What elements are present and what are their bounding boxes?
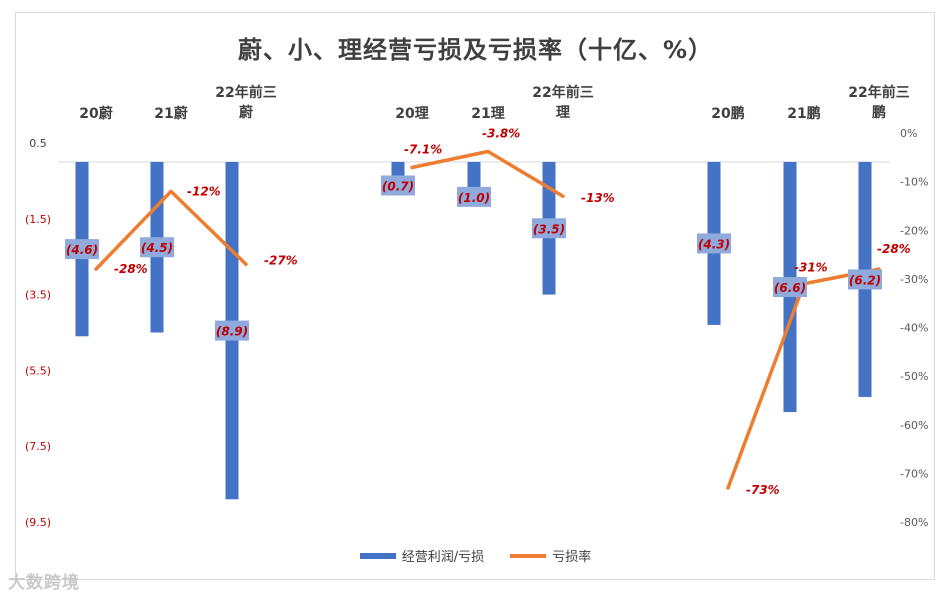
y-left-tick-label: (9.5) [25, 516, 51, 529]
y-left-tick-label: (7.5) [25, 440, 51, 453]
line-data-label: -28% [877, 242, 911, 256]
y-right-tick-label: -80% [900, 516, 928, 529]
bar-data-label-box [65, 239, 99, 260]
y-right-tick-label: -30% [900, 273, 928, 286]
bar-data-label-box [773, 277, 807, 298]
bar-data-label: (3.5) [533, 222, 565, 236]
line-data-label: -3.8% [482, 126, 520, 140]
y-left-tick-label: (5.5) [25, 364, 51, 377]
bar-data-label: (4.6) [66, 243, 98, 257]
chart-legend: 经营利润/亏损 亏损率 [0, 546, 951, 565]
category-label: 21理 [471, 106, 504, 122]
category-label: 21蔚 [154, 105, 187, 122]
category-label: 22年前三 [532, 84, 593, 101]
legend-swatch-line [510, 553, 547, 558]
bar-data-label-box [215, 320, 249, 341]
y-left-tick-label: (3.5) [25, 289, 51, 302]
line-data-label: -28% [114, 262, 148, 276]
category-label: 21鹏 [787, 105, 820, 122]
bar-data-label-box [697, 233, 731, 254]
y-right-tick-label: -60% [900, 419, 928, 432]
bar-data-label-box [532, 218, 566, 239]
category-label: 22年前三 [848, 84, 909, 101]
legend-item-line: 亏损率 [510, 546, 591, 565]
loss-rate-line [726, 267, 881, 490]
bar-data-label: (1.0) [458, 191, 490, 205]
bar-data-label: (4.5) [141, 241, 173, 255]
bar-data-label: (0.7) [382, 179, 414, 193]
line-data-label: -12% [187, 184, 221, 198]
category-label: 20鹏 [711, 105, 744, 122]
y-left-tick-label: 0.5 [29, 137, 47, 150]
y-right-tick-label: -20% [900, 224, 928, 237]
y-right-tick-label: -10% [900, 176, 928, 189]
bar-data-label-box [457, 186, 491, 207]
legend-label-line: 亏损率 [552, 550, 592, 565]
loss-rate-line [410, 149, 565, 198]
bar-data-label: (8.9) [216, 325, 248, 339]
watermark-logo: 大数跨境 [8, 573, 80, 593]
line-data-label: -7.1% [404, 143, 442, 157]
category-label: 22年前三 [215, 84, 276, 101]
line-data-label: -13% [581, 191, 615, 205]
bar-data-label-box [140, 237, 174, 258]
y-right-tick-label: -50% [900, 370, 928, 383]
category-label: 理 [556, 105, 570, 121]
y-right-tick-label: 0% [900, 127, 917, 140]
bar-data-label-box [381, 175, 415, 196]
legend-label-bar: 经营利润/亏损 [401, 550, 485, 565]
category-label: 蔚 [239, 104, 253, 121]
line-data-label: -31% [794, 261, 828, 275]
line-data-label: -27% [264, 253, 298, 267]
loss-rate-line [94, 189, 248, 271]
category-label: 20理 [395, 106, 428, 122]
bar-data-label: (4.3) [698, 237, 730, 251]
bar-data-label: (6.2) [849, 273, 881, 287]
category-label: 鹏 [872, 104, 886, 121]
y-right-tick-label: -70% [900, 467, 928, 480]
legend-item-bar: 经营利润/亏损 [359, 546, 485, 565]
bar-data-label-box [848, 269, 882, 290]
legend-swatch-bar [359, 552, 396, 559]
category-label: 20蔚 [79, 105, 112, 122]
line-data-label: -73% [746, 483, 780, 497]
y-left-tick-label: (1.5) [25, 213, 51, 226]
bar-data-label: (6.6) [774, 281, 806, 295]
chart-title: 蔚、小、理经营亏损及亏损率（十亿、%） [237, 36, 714, 64]
y-right-tick-label: -40% [900, 322, 928, 335]
